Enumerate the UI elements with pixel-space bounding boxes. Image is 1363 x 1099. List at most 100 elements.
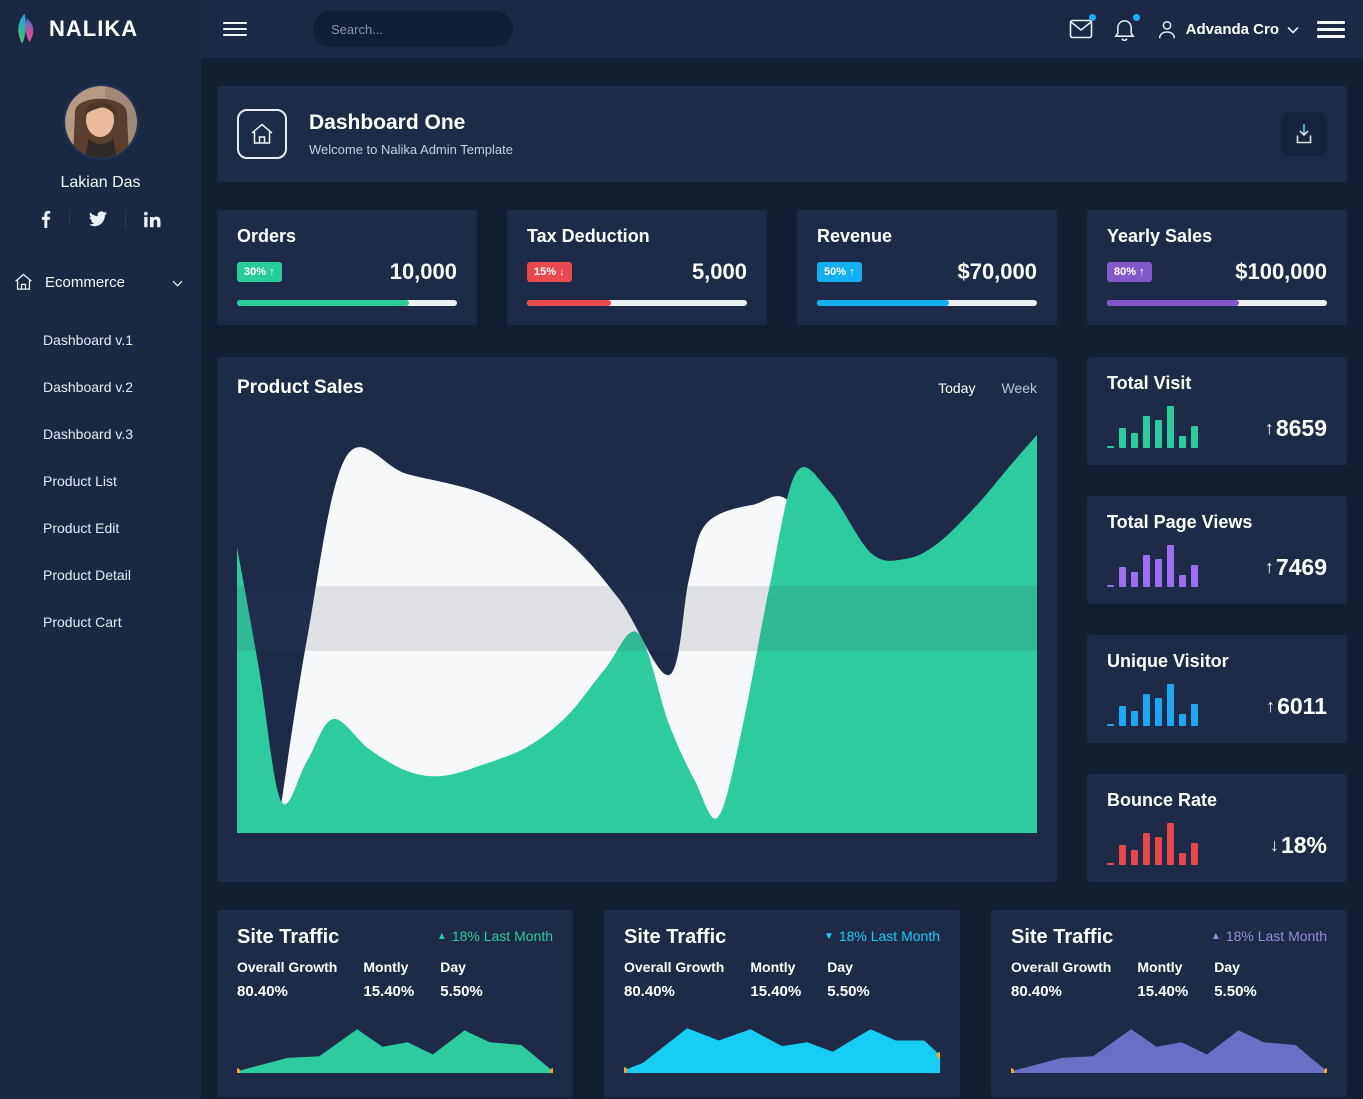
stat-value: $100,000: [1235, 259, 1327, 284]
stat-value: 15.40%: [1137, 983, 1189, 1000]
stats-row: Orders 30% ↑ 10,000 Tax Deduction 15% ↓ …: [217, 210, 1347, 325]
traffic-area: [624, 1028, 940, 1073]
traffic-title: Site Traffic: [1011, 926, 1114, 948]
notifications-icon[interactable]: [1112, 14, 1140, 42]
widget-value: ↑ 8659: [1264, 415, 1327, 441]
traffic-area: [237, 1029, 553, 1073]
stat-value: 10,000: [389, 259, 457, 284]
stat-label: Montly: [1137, 959, 1183, 975]
stat-value: 5.50%: [827, 983, 870, 1000]
messages-icon[interactable]: [1068, 14, 1096, 42]
twitter-icon[interactable]: [68, 211, 125, 227]
stat-progressbar: [527, 300, 747, 306]
user-icon: [1158, 20, 1175, 38]
trend-down-icon: ↓: [1269, 835, 1279, 855]
trend-up-icon: ↑: [1266, 696, 1276, 716]
facebook-icon[interactable]: [23, 210, 69, 228]
page-subtitle: Welcome to Nalika Admin Template: [309, 142, 514, 157]
stat-label: Overall Growth: [237, 959, 338, 975]
stat-card-yearly-sales: Yearly Sales 80% ↑ $100,000: [1087, 210, 1347, 325]
stat-progressbar: [237, 300, 457, 306]
stat-value: 5.50%: [440, 983, 483, 1000]
traffic-change: ▲ 18% Last Month: [1210, 928, 1327, 944]
topbar: NALIKA: [0, 0, 1363, 58]
endpoint-dot: [624, 1067, 628, 1073]
sidebar-item-product-detail[interactable]: Product Detail: [43, 566, 131, 583]
traffic-change: ▼ 18% Last Month: [823, 928, 940, 944]
widget-unique-visitor: Unique Visitor ↑ 6011: [1087, 635, 1347, 743]
stat-progressbar: [817, 300, 1037, 306]
trend-up-icon: ↑: [1264, 557, 1274, 577]
user-menu[interactable]: Advanda Cro: [1156, 18, 1299, 41]
widget-value: ↑ 7469: [1264, 554, 1327, 580]
mini-bar-chart: [1107, 406, 1198, 448]
sidebar-nav: Ecommerce Dashboard v.1 Dashboard v.2 Da…: [0, 266, 201, 645]
stat-value: 80.40%: [237, 983, 288, 1000]
site-traffic-card-cyan: Site Traffic ▼ 18% Last Month Overall Gro…: [604, 910, 960, 1097]
stat-progressbar: [1107, 300, 1327, 306]
stat-title: Yearly Sales: [1107, 226, 1213, 246]
settings-toggle-icon[interactable]: [1317, 17, 1345, 42]
notifications-badge: [1132, 14, 1140, 21]
traffic-change: ▲ 18% Last Month: [436, 928, 553, 944]
mini-bar-chart: [1107, 684, 1198, 726]
product-sales-chart: [237, 435, 1037, 833]
brand-name: NALIKA: [49, 16, 139, 41]
sidebar-item-product-edit[interactable]: Product Edit: [43, 519, 120, 536]
endpoint-dot: [1011, 1068, 1015, 1073]
nav-ecommerce[interactable]: Ecommerce: [0, 266, 201, 298]
tab-week[interactable]: Week: [1001, 380, 1037, 396]
dashboard-icon-box: [237, 109, 287, 159]
sidebar-item-product-list[interactable]: Product List: [43, 472, 117, 489]
site-traffic-card-green: Site Traffic ▲ 18% Last Month Overall Gro…: [217, 910, 573, 1097]
home-icon: [251, 123, 273, 144]
linkedin-icon[interactable]: [124, 210, 179, 228]
stat-card-tax-deduction: Tax Deduction 15% ↓ 5,000: [507, 210, 767, 325]
traffic-area-chart: [1011, 1029, 1327, 1073]
stat-label: Overall Growth: [1011, 959, 1112, 975]
profile-name: Lakian Das: [60, 174, 141, 191]
widget-total-page-views: Total Page Views ↑ 7469: [1087, 496, 1347, 604]
avatar: [62, 84, 139, 160]
stat-badge: 80% ↑: [1107, 262, 1152, 282]
stat-badge: 15% ↓: [527, 262, 572, 282]
endpoint-dot: [237, 1068, 241, 1073]
sidebar-toggle-icon[interactable]: [223, 18, 247, 40]
search-box[interactable]: [313, 11, 513, 47]
social-links: [0, 210, 201, 228]
submenu: Dashboard v.1 Dashboard v.2 Dashboard v.…: [0, 316, 201, 645]
main-content: Dashboard One Welcome to Nalika Admin Te…: [201, 58, 1363, 1099]
stat-label: Montly: [750, 959, 796, 975]
nav-ecommerce-label: Ecommerce: [45, 273, 126, 291]
stat-value: 5,000: [691, 259, 747, 284]
sidebar: Lakian Das Ecommerce Dashboard v.1 Dashb…: [0, 58, 201, 1099]
grid-band: [237, 586, 1037, 651]
endpoint-dot: [549, 1068, 553, 1073]
site-traffic-row: Site Traffic ▲ 18% Last Month Overall Gro…: [217, 910, 1347, 1097]
traffic-area-chart: [237, 1029, 553, 1073]
stat-value: 80.40%: [1011, 983, 1062, 1000]
stat-title: Tax Deduction: [527, 226, 650, 246]
sidebar-item-dashboard-v2[interactable]: Dashboard v.2: [43, 378, 134, 395]
page-header-card: Dashboard One Welcome to Nalika Admin Te…: [217, 86, 1347, 182]
stat-title: Revenue: [817, 226, 893, 246]
stat-card-revenue: Revenue 50% ↑ $70,000: [797, 210, 1057, 325]
user-name: Advanda Cro: [1185, 20, 1279, 38]
traffic-area: [1011, 1029, 1327, 1073]
product-sales-title: Product Sales: [237, 377, 364, 398]
page-title: Dashboard One: [309, 111, 466, 134]
tab-today[interactable]: Today: [938, 380, 976, 396]
search-input[interactable]: [331, 21, 507, 37]
download-button[interactable]: [1281, 112, 1327, 156]
stat-title: Orders: [237, 226, 297, 246]
sidebar-item-dashboard-v3[interactable]: Dashboard v.3: [43, 425, 134, 442]
stat-label: Montly: [363, 959, 409, 975]
sidebar-item-product-cart[interactable]: Product Cart: [43, 613, 122, 630]
mini-bar-chart: [1107, 545, 1198, 587]
stat-label: Overall Growth: [624, 959, 725, 975]
widget-title: Total Visit: [1107, 373, 1192, 393]
sidebar-item-dashboard-v1[interactable]: Dashboard v.1: [43, 331, 134, 348]
stat-value: 80.40%: [624, 983, 675, 1000]
widget-title: Total Page Views: [1107, 512, 1253, 532]
widget-total-visit: Total Visit ↑ 8659: [1087, 357, 1347, 465]
